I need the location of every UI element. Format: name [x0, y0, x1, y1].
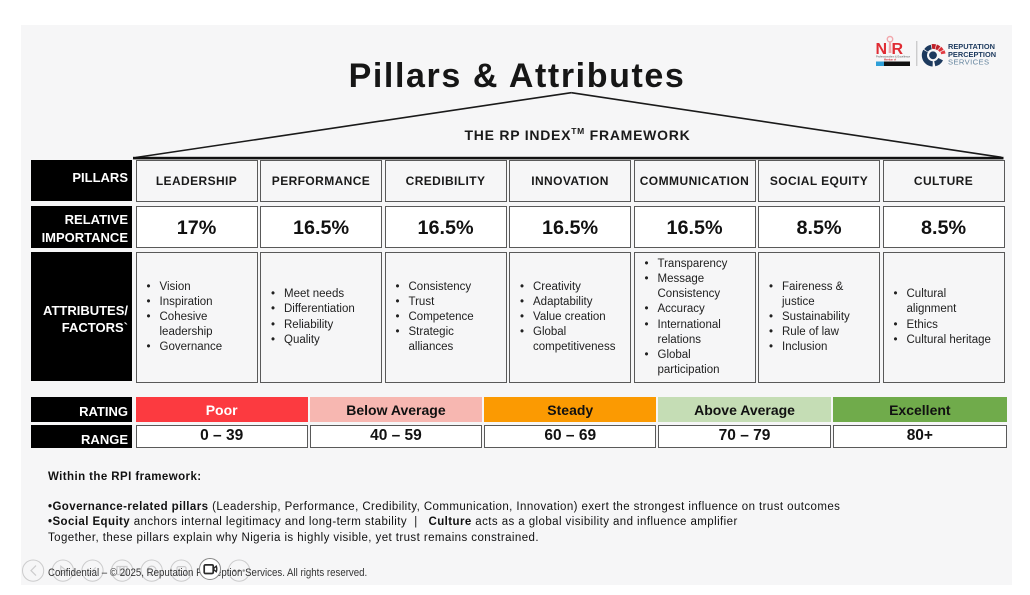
svg-text:PERCEPTION: PERCEPTION	[948, 50, 996, 59]
svg-text:N: N	[876, 41, 888, 58]
svg-text:Professionalism & Excellence: Professionalism & Excellence	[876, 55, 911, 59]
svg-text:REPUTATION: REPUTATION	[948, 42, 995, 51]
svg-text:R: R	[892, 41, 904, 58]
svg-text:SERVICES: SERVICES	[948, 58, 989, 67]
svg-text:Member of: Member of	[884, 59, 896, 62]
